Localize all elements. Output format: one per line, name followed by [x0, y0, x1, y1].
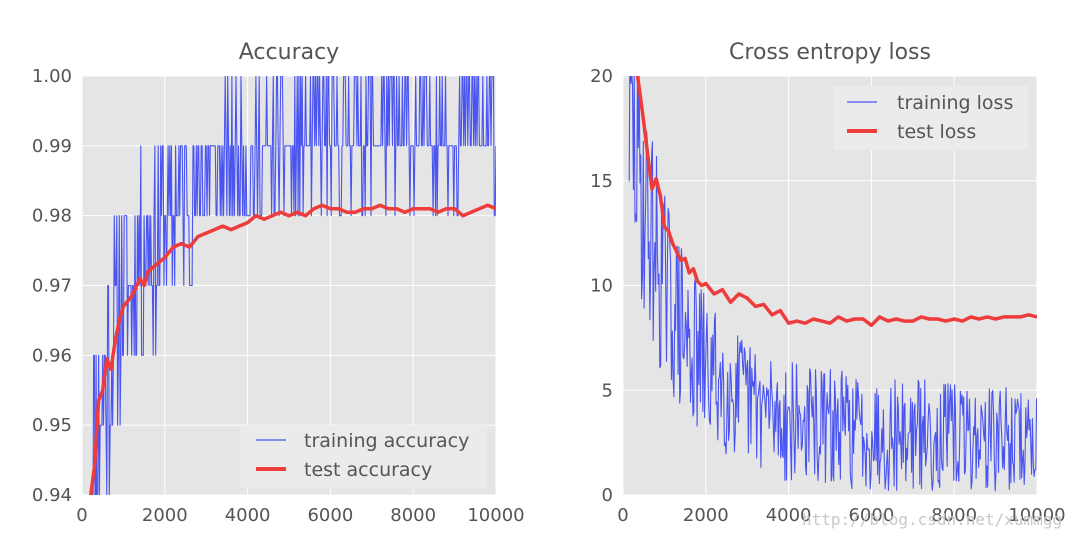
y-tick-label: 0.95	[32, 415, 72, 436]
y-tick-label: 10	[590, 276, 613, 297]
y-tick-label: 0.94	[32, 485, 72, 506]
y-tick-label: 0	[602, 485, 613, 506]
legend-label-training-accuracy: training accuracy	[304, 430, 469, 452]
watermark-text: http://blog.csdn.net/xummgg	[802, 510, 1062, 529]
legend-box	[240, 425, 487, 488]
x-tick-label: 2000	[683, 505, 729, 526]
legend-label-training-loss: training loss	[897, 92, 1013, 114]
series-layer	[88, 76, 496, 495]
tick-labels: 0 2000 4000 6000 8000 10000 0.94 0.95 0.96 0.97 0.…	[32, 66, 525, 526]
series-layer	[628, 76, 1037, 492]
series-line-training-loss	[628, 76, 1037, 492]
tick-labels: 0 2000 4000 6000 8000 10000 0 5 10 15 20	[590, 66, 1066, 526]
x-tick-label: 10000	[1008, 505, 1065, 526]
series-line-test-loss	[635, 76, 1037, 328]
x-tick-label: 6000	[307, 505, 353, 526]
y-tick-label: 20	[590, 66, 613, 87]
legend-box	[833, 86, 1028, 150]
series-line-training-accuracy	[90, 76, 496, 495]
y-tick-label: 1.00	[32, 66, 72, 87]
x-tick-label: 4000	[766, 505, 812, 526]
legend-label-test-loss: test loss	[897, 121, 976, 143]
legend: training accuracy test accuracy	[240, 425, 487, 488]
y-tick-label: 0.97	[32, 276, 72, 297]
x-tick-label: 2000	[142, 505, 188, 526]
x-tick-label: 8000	[390, 505, 436, 526]
x-tick-label: 0	[76, 505, 87, 526]
y-tick-label: 0.98	[32, 206, 72, 227]
accuracy-chart: 0 2000 4000 6000 8000 10000 0.94 0.95 0.96 0.97 0.…	[32, 40, 525, 526]
y-tick-label: 0.96	[32, 345, 72, 366]
x-tick-label: 8000	[931, 505, 977, 526]
y-tick-label: 15	[590, 171, 613, 192]
x-tick-label: 6000	[848, 505, 894, 526]
chart-title: Cross entropy loss	[729, 40, 931, 65]
legend-label-test-accuracy: test accuracy	[304, 459, 432, 481]
chart-title: Accuracy	[239, 40, 339, 65]
x-tick-label: 0	[617, 505, 628, 526]
x-tick-label: 4000	[225, 505, 271, 526]
y-tick-label: 5	[602, 380, 613, 401]
x-tick-label: 10000	[467, 505, 524, 526]
loss-chart: 0 2000 4000 6000 8000 10000 0 5 10 15 20 Cross ent…	[590, 40, 1066, 526]
legend: training loss test loss	[833, 86, 1028, 150]
series-line-test-accuracy	[88, 203, 496, 495]
y-tick-label: 0.99	[32, 136, 72, 157]
